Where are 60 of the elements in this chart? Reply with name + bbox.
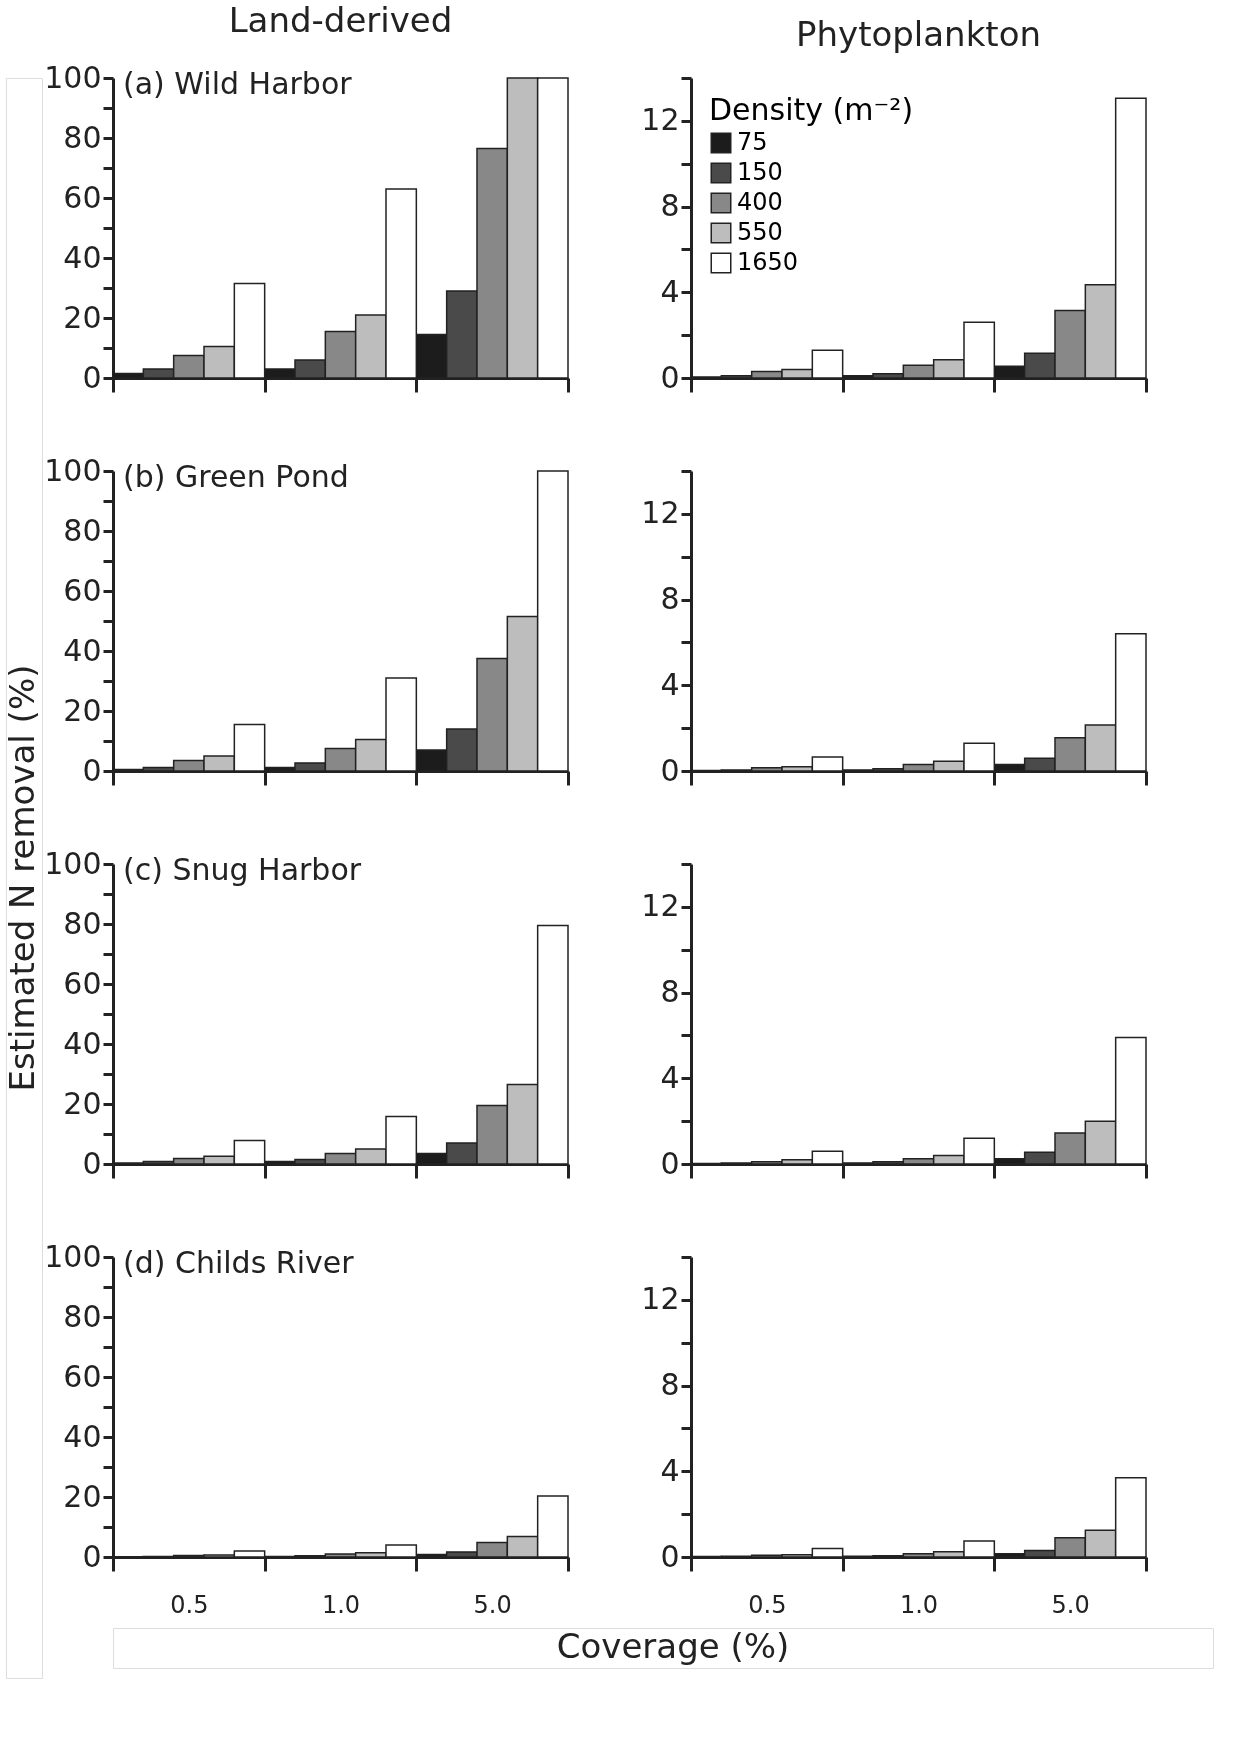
y-tick-label: 80 <box>63 1298 102 1334</box>
y-tick-label: 4 <box>660 666 680 702</box>
legend-title: Density (m⁻²) <box>709 92 914 127</box>
y-tick-label: 8 <box>660 188 680 224</box>
y-tick-label: 12 <box>641 888 680 924</box>
legend-label: 1650 <box>737 248 799 276</box>
y-tick-label: 100 <box>44 845 102 881</box>
legend-label: 75 <box>737 128 768 156</box>
y-tick-label: 4 <box>660 1059 680 1095</box>
x-tick-label: 1.0 <box>321 1590 361 1619</box>
y-tick-label: 60 <box>63 965 102 1001</box>
legend-label: 400 <box>737 188 783 216</box>
y-tick-label: 8 <box>660 1367 680 1403</box>
y-tick-label: 0 <box>82 1145 102 1181</box>
y-tick-label: 12 <box>641 495 680 531</box>
y-tick-label: 80 <box>63 905 102 941</box>
x-tick-label: 5.0 <box>1051 1590 1090 1619</box>
y-tick-label: 12 <box>641 102 680 138</box>
y-tick-label: 20 <box>63 1085 102 1121</box>
y-tick-label: 40 <box>63 239 102 275</box>
x-axis-title: Coverage (%) <box>556 1626 790 1666</box>
chart-title: Land-derived <box>228 0 453 40</box>
x-tick-label: 0.5 <box>748 1590 787 1619</box>
legend-label: 150 <box>737 158 783 186</box>
y-tick-label: 0 <box>660 752 680 788</box>
y-tick-label: 20 <box>63 1478 102 1514</box>
y-tick-label: 4 <box>660 1452 680 1488</box>
y-tick-label: 80 <box>63 512 102 548</box>
y-tick-label: 0 <box>660 359 680 395</box>
y-tick-label: 40 <box>63 632 102 668</box>
y-axis-title: Estimated N removal (%) <box>2 664 42 1092</box>
y-tick-label: 12 <box>641 1281 680 1317</box>
annotation: (a) Wild Harbor <box>123 66 353 101</box>
annotation: (c) Snug Harbor <box>123 852 362 887</box>
y-tick-label: 20 <box>63 692 102 728</box>
y-tick-label: 0 <box>82 1538 102 1574</box>
y-tick-label: 60 <box>63 1358 102 1394</box>
annotation: (b) Green Pond <box>123 459 349 494</box>
y-tick-label: 60 <box>63 179 102 215</box>
y-tick-label: 60 <box>63 572 102 608</box>
y-tick-label: 0 <box>660 1538 680 1574</box>
x-tick-label: 0.5 <box>170 1590 209 1619</box>
y-tick-label: 0 <box>660 1145 680 1181</box>
y-tick-label: 0 <box>82 359 102 395</box>
x-tick-label: 5.0 <box>473 1590 512 1619</box>
y-tick-label: 4 <box>660 273 680 309</box>
annotation: (d) Childs River <box>123 1245 355 1280</box>
legend-label: 550 <box>737 218 783 246</box>
y-tick-label: 80 <box>63 119 102 155</box>
y-tick-label: 40 <box>63 1418 102 1454</box>
y-tick-label: 40 <box>63 1025 102 1061</box>
x-tick-label: 1.0 <box>899 1590 939 1619</box>
y-tick-label: 0 <box>82 752 102 788</box>
y-tick-label: 100 <box>44 452 102 488</box>
y-tick-label: 8 <box>660 581 680 617</box>
y-tick-label: 20 <box>63 299 102 335</box>
y-tick-label: 8 <box>660 974 680 1010</box>
y-tick-label: 100 <box>44 59 102 95</box>
y-tick-label: 100 <box>44 1238 102 1274</box>
chart-title: Phytoplankton <box>795 13 1042 54</box>
